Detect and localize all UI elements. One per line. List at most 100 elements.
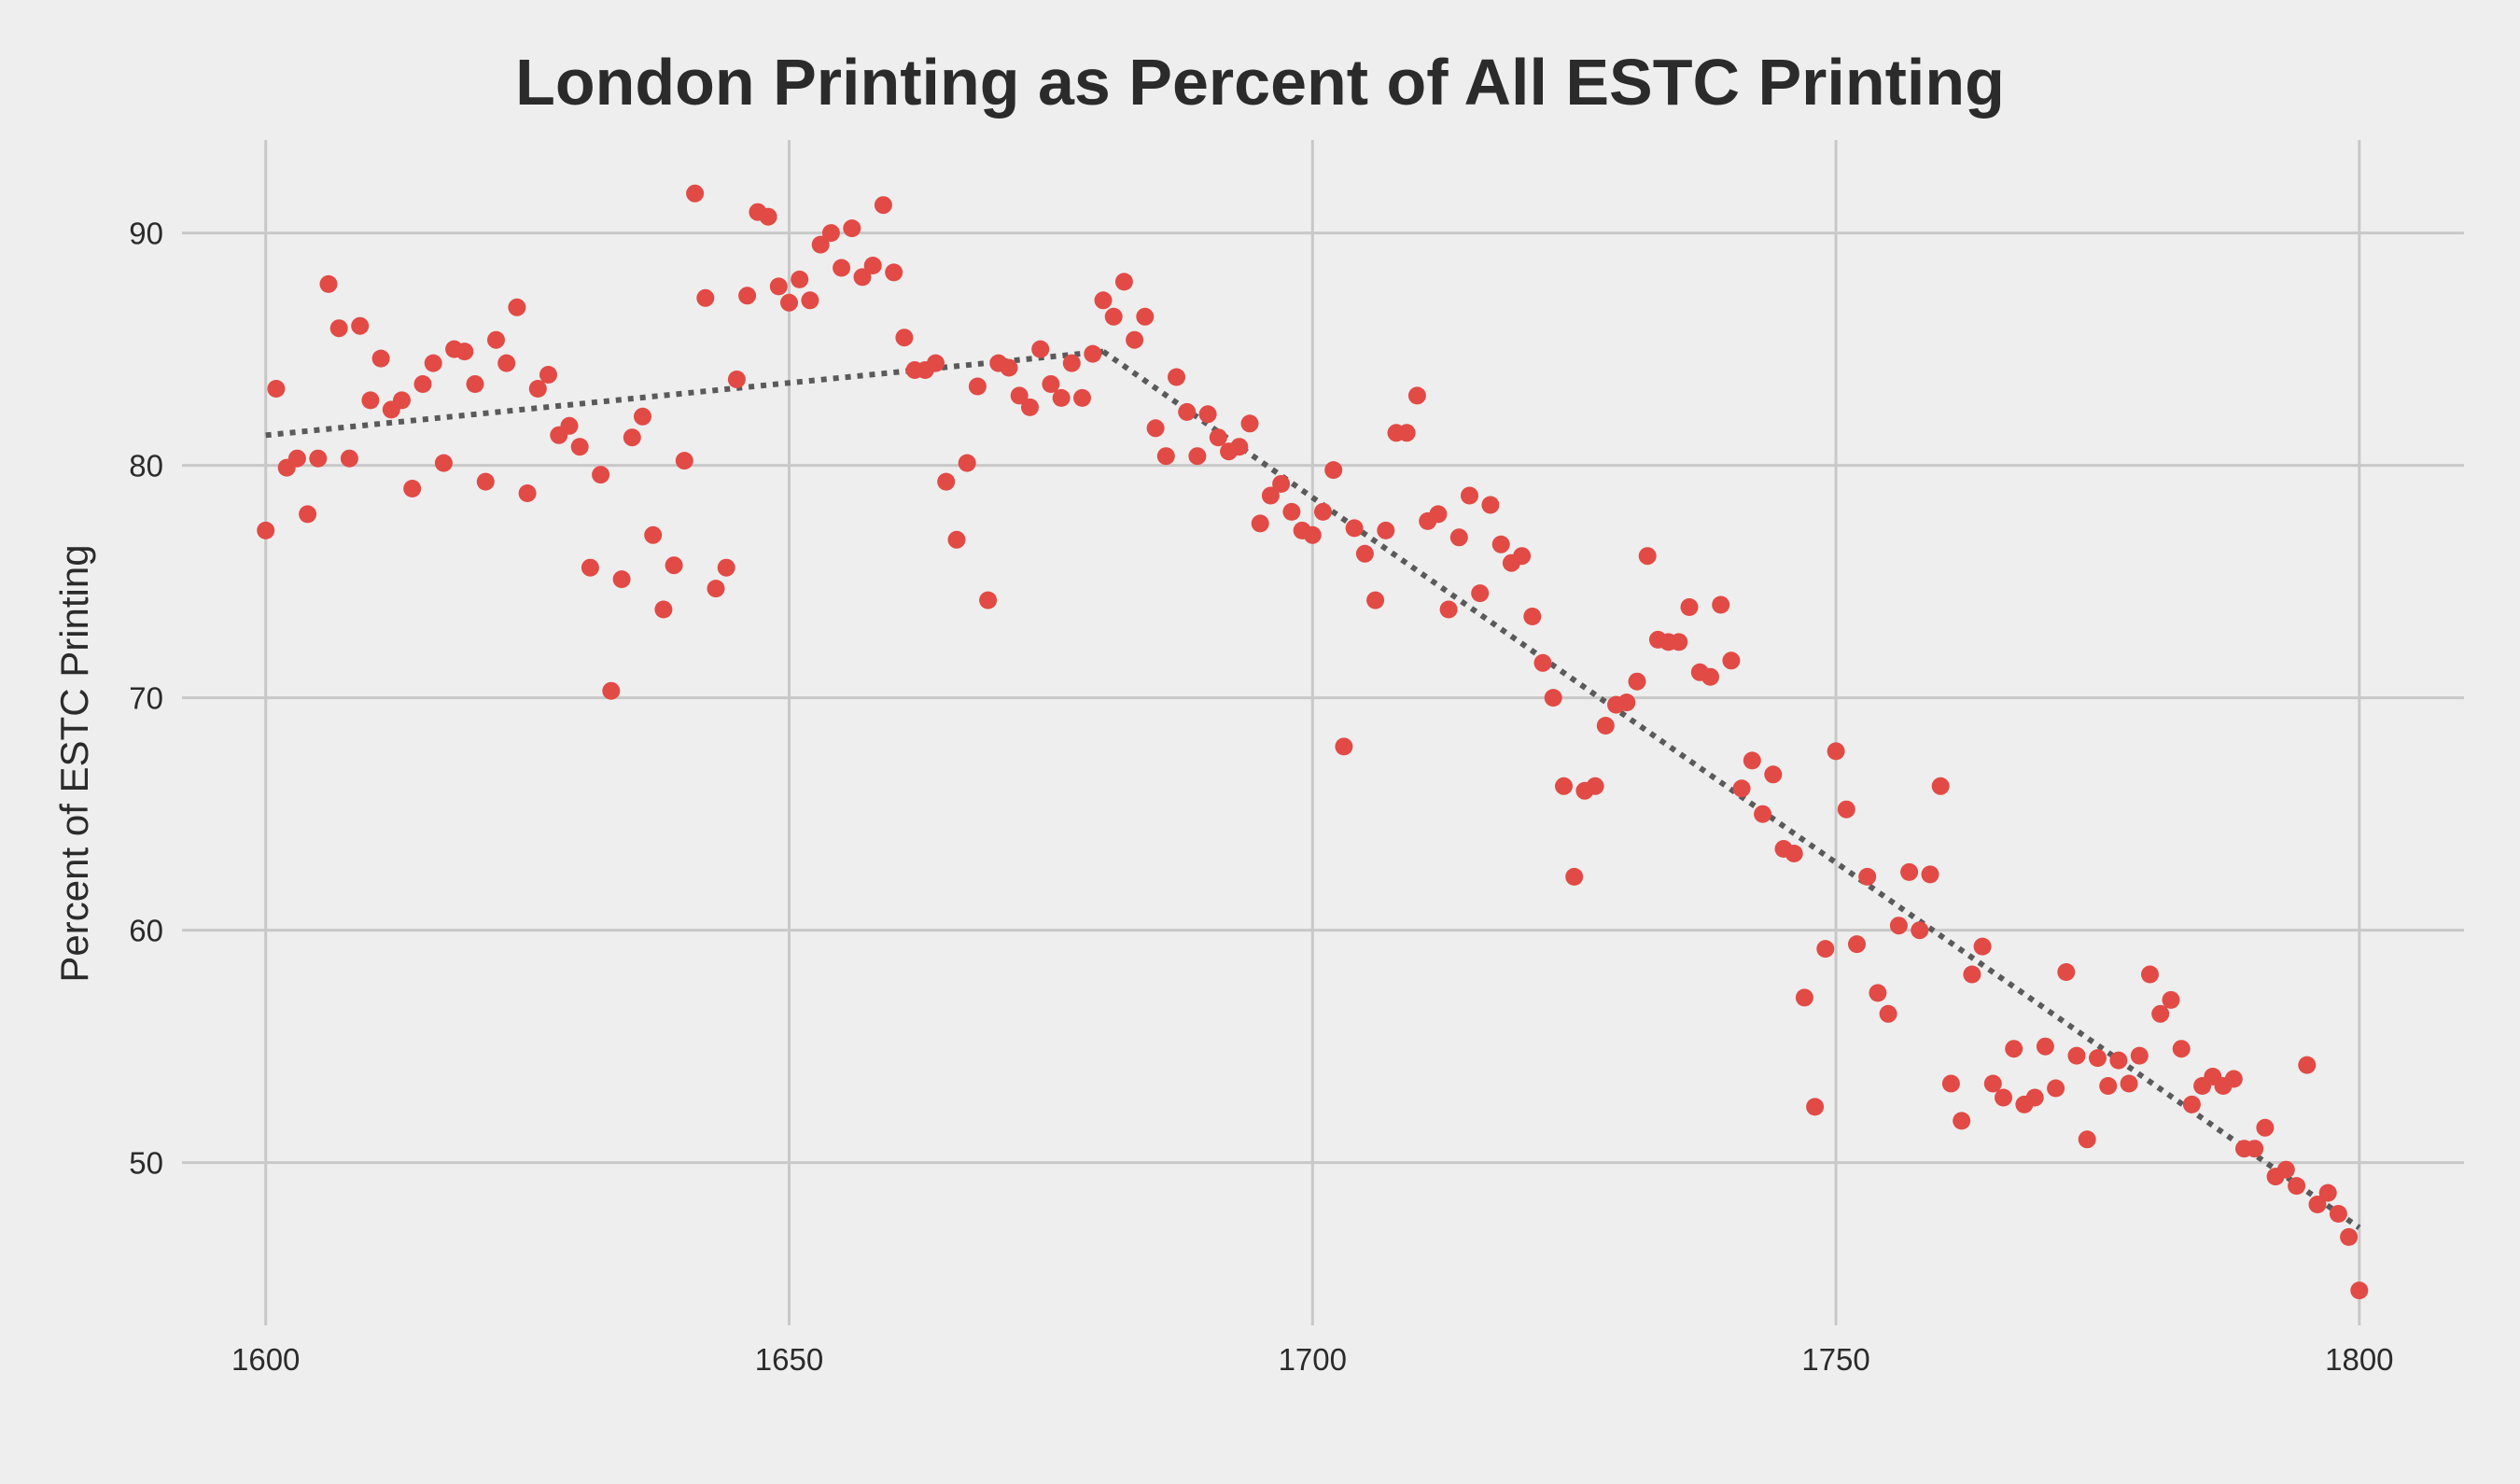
data-point	[1638, 547, 1657, 566]
data-point	[1345, 519, 1364, 538]
data-point	[1461, 486, 1478, 505]
data-point	[1806, 1098, 1825, 1116]
data-point	[1732, 779, 1751, 798]
data-point	[1953, 1112, 1971, 1130]
data-point	[340, 449, 358, 468]
data-point	[424, 354, 442, 372]
data-point	[1816, 940, 1835, 959]
data-point	[1513, 547, 1532, 566]
data-point	[1000, 358, 1018, 377]
data-point	[1555, 777, 1573, 795]
tick-labels: 1600 1650 1700 1750 1800 50 60 70 80 90	[129, 217, 2393, 1377]
data-point	[863, 257, 882, 274]
data-point	[1261, 486, 1280, 505]
data-point	[696, 288, 715, 307]
data-point	[1251, 514, 1269, 533]
data-point	[371, 349, 390, 368]
data-point	[2172, 1040, 2191, 1058]
data-point	[361, 391, 380, 410]
data-point	[1670, 633, 1688, 651]
data-point	[1439, 600, 1458, 619]
data-point	[1858, 867, 1877, 886]
x-tick-label: 1750	[1801, 1342, 1869, 1377]
chart-title: London Printing as Percent of All ESTC P…	[515, 46, 2005, 119]
data-point	[1701, 667, 1719, 686]
data-point	[2246, 1140, 2264, 1158]
data-point	[518, 484, 537, 502]
data-point	[821, 224, 840, 243]
grid	[182, 140, 2464, 1325]
data-point	[874, 196, 892, 215]
data-point	[1931, 777, 1950, 795]
data-point	[1995, 1088, 2012, 1107]
y-axis-label: Percent of ESTC Printing	[52, 544, 96, 982]
data-point	[413, 375, 432, 393]
data-point	[1586, 777, 1604, 795]
data-point	[2089, 1049, 2107, 1068]
data-point	[937, 472, 956, 491]
data-point	[497, 354, 516, 372]
data-point	[1366, 591, 1385, 609]
data-point	[2308, 1196, 2327, 1213]
data-point	[1062, 354, 1081, 372]
data-point	[717, 558, 735, 577]
data-point	[759, 207, 777, 226]
data-point	[487, 330, 505, 349]
data-point	[1764, 765, 1783, 784]
data-point	[1889, 917, 1908, 935]
data-point	[1397, 424, 1416, 442]
data-point	[1449, 528, 1468, 547]
data-point	[895, 329, 914, 347]
data-point	[602, 681, 621, 700]
data-point	[791, 270, 809, 288]
data-point	[1848, 935, 1866, 954]
data-point	[1941, 1074, 1960, 1093]
data-point	[2329, 1205, 2347, 1223]
data-point	[1837, 800, 1855, 819]
data-point	[885, 263, 903, 282]
data-point	[476, 472, 495, 491]
data-point	[1272, 475, 1291, 493]
data-point	[1073, 388, 1091, 407]
y-tick-label: 50	[129, 1146, 163, 1181]
data-point	[2340, 1227, 2359, 1246]
data-point	[570, 438, 589, 456]
data-point	[1042, 375, 1060, 393]
data-point	[811, 235, 830, 254]
data-point	[1314, 502, 1332, 521]
data-point	[1198, 405, 1217, 424]
data-point	[2350, 1281, 2369, 1300]
y-tick-label: 80	[129, 449, 163, 483]
data-point	[1240, 414, 1259, 433]
data-point	[581, 558, 599, 577]
data-point	[1282, 502, 1301, 521]
y-tick-label: 70	[129, 681, 163, 716]
data-point	[1156, 447, 1175, 466]
data-point	[769, 277, 788, 296]
data-point	[1335, 737, 1353, 756]
x-tick-label: 1650	[755, 1342, 823, 1377]
data-point	[2047, 1079, 2065, 1098]
data-point	[2099, 1077, 2118, 1095]
data-point	[1084, 344, 1102, 363]
data-point	[1010, 386, 1029, 405]
data-point	[675, 452, 693, 470]
data-point	[1178, 402, 1197, 421]
data-point	[1114, 273, 1133, 291]
data-point	[1785, 845, 1803, 862]
data-points	[257, 184, 2369, 1300]
data-point	[2025, 1088, 2044, 1107]
data-point	[1094, 291, 1113, 310]
data-point	[403, 480, 422, 497]
data-point	[612, 570, 631, 589]
data-point	[1021, 398, 1039, 416]
data-point	[2288, 1177, 2306, 1196]
data-point	[1596, 717, 1615, 735]
data-point	[1377, 521, 1395, 539]
data-point	[1754, 805, 1772, 823]
data-point	[1168, 368, 1185, 386]
data-point	[1324, 461, 1343, 480]
data-point	[267, 380, 286, 398]
data-point	[1973, 937, 1992, 956]
